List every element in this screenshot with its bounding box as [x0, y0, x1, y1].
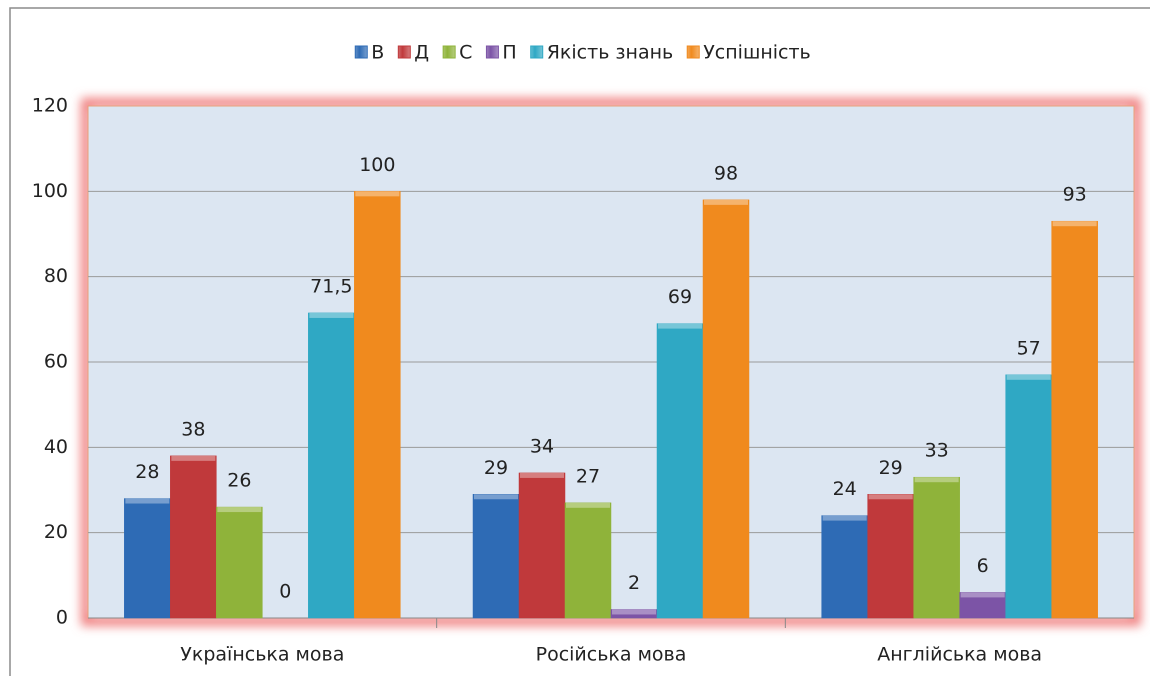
bar	[124, 498, 171, 619]
x-tick-label: Англійська мова	[877, 644, 1042, 666]
bar-cap	[658, 323, 702, 329]
bar-cap	[309, 312, 354, 318]
data-label: 28	[135, 461, 159, 483]
data-label: 0	[279, 581, 291, 603]
bar-cap	[868, 494, 913, 500]
y-tick-label: 40	[44, 436, 68, 458]
bar	[702, 199, 750, 619]
legend-label: Д	[414, 42, 429, 64]
bar-cap	[125, 498, 170, 504]
bar	[518, 472, 566, 619]
legend-swatch	[485, 45, 499, 59]
legend-swatch	[686, 45, 700, 59]
x-tick-label: Російська мова	[536, 644, 687, 666]
data-label: 29	[879, 457, 903, 479]
bar	[216, 506, 263, 619]
legend: В Д С П Якість знань Успішність	[354, 42, 811, 64]
legend-label: Якість знань	[547, 42, 674, 64]
data-label: 100	[359, 154, 395, 176]
bar	[913, 476, 960, 619]
bar	[354, 191, 401, 619]
legend-label: П	[502, 42, 516, 64]
bar-cap	[566, 502, 610, 508]
bar	[656, 323, 704, 619]
bar	[1005, 374, 1052, 619]
bar	[867, 494, 914, 619]
legend-label: В	[371, 42, 384, 64]
bar-cap	[355, 191, 400, 197]
data-label: 69	[668, 286, 692, 308]
y-tick-label: 120	[32, 95, 68, 117]
bar	[821, 515, 868, 619]
bar-cap	[612, 609, 656, 615]
bar-cap	[171, 455, 216, 461]
x-tick-label: Українська мова	[180, 644, 344, 666]
legend-swatch	[397, 45, 411, 59]
data-label: 57	[1017, 337, 1041, 359]
data-label: 26	[227, 470, 251, 492]
data-label: 34	[530, 435, 554, 457]
data-label: 93	[1063, 184, 1087, 206]
bar-cap	[960, 592, 1005, 598]
legend-swatch	[354, 45, 368, 59]
data-label: 2	[628, 572, 640, 594]
y-tick-label: 60	[44, 351, 68, 373]
data-label: 98	[714, 162, 738, 184]
bar-cap	[474, 494, 518, 500]
bar	[170, 455, 217, 619]
data-label: 29	[484, 457, 508, 479]
bar	[564, 502, 612, 619]
bar	[308, 312, 355, 619]
legend-label: Успішність	[703, 42, 811, 64]
bar	[472, 494, 520, 619]
data-label: 24	[833, 478, 857, 500]
data-label: 71,5	[310, 275, 352, 297]
y-tick-label: 100	[32, 180, 68, 202]
plot-glow	[81, 98, 1141, 626]
legend-label: С	[459, 42, 472, 64]
bar-cap	[914, 477, 959, 483]
legend-swatch	[442, 45, 456, 59]
bar-cap	[1006, 374, 1051, 380]
legend-swatch	[530, 45, 544, 59]
bar-cap	[520, 472, 564, 478]
y-tick-label: 0	[56, 607, 68, 629]
bar-cap	[1052, 221, 1097, 227]
data-label: 6	[977, 555, 989, 577]
data-label: 38	[181, 418, 205, 440]
data-label: 27	[576, 465, 600, 487]
bar-cap	[822, 515, 867, 521]
bar	[1051, 220, 1098, 619]
y-tick-label: 20	[44, 521, 68, 543]
y-tick-label: 80	[44, 265, 68, 287]
bar-cap	[704, 199, 748, 205]
data-label: 33	[925, 440, 949, 462]
bar-cap	[217, 507, 262, 513]
